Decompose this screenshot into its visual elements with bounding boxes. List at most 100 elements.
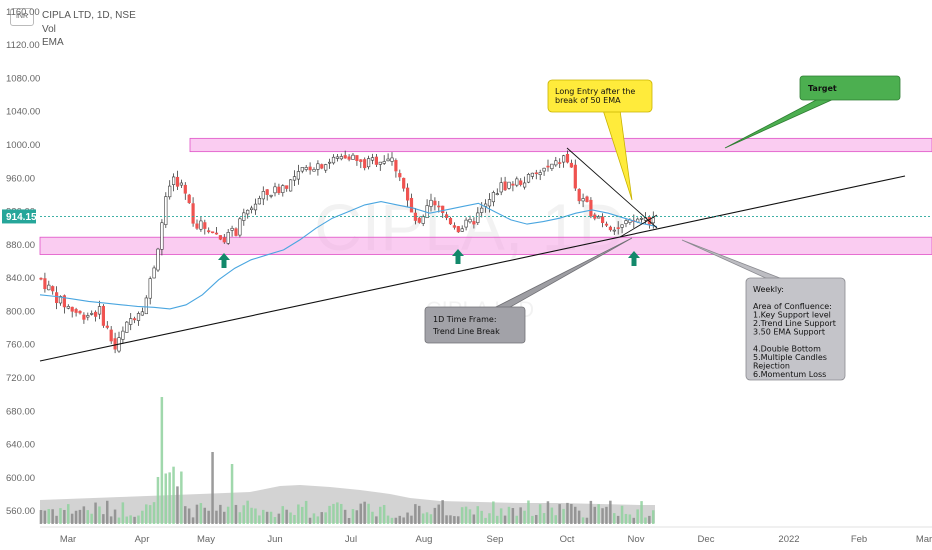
volume-bar — [382, 504, 386, 524]
price-tick-label: 800.00 — [6, 306, 35, 317]
candle-body — [94, 311, 98, 317]
candle-body — [366, 158, 371, 168]
timeframe-box — [424, 306, 526, 344]
volume-bar — [133, 516, 136, 524]
candle-body — [226, 232, 230, 244]
volume-bar — [168, 472, 171, 524]
volume-bar — [148, 505, 152, 524]
candle-body — [480, 207, 484, 213]
volume-bar — [394, 517, 398, 524]
candle-body — [101, 305, 105, 326]
weekly-box — [745, 277, 846, 381]
candle-body — [464, 219, 468, 228]
long-entry-pointer — [602, 109, 633, 201]
indicator-ema-label[interactable]: EMA — [42, 37, 64, 48]
candle-body — [522, 182, 527, 188]
volume-bar — [125, 516, 128, 524]
volume-bar — [106, 500, 109, 524]
volume-bar — [402, 517, 405, 524]
candle-body — [554, 160, 558, 166]
candle-body — [253, 203, 258, 211]
volume-bar — [316, 516, 320, 524]
indicator-vol-label[interactable]: Vol — [42, 24, 56, 35]
volume-bar — [207, 510, 210, 524]
volume-bar — [425, 512, 429, 524]
volume-bar — [476, 506, 479, 524]
volume-bar — [297, 504, 300, 524]
weekly-line: 4.Double Bottom — [753, 345, 821, 354]
volume-bar — [554, 515, 557, 524]
price-tick-label: 1120.00 — [6, 40, 40, 51]
resistance-zone — [189, 137, 932, 153]
volume-bar — [574, 506, 577, 524]
volume-bar — [597, 504, 600, 524]
volume-bar — [355, 510, 359, 524]
volume-bar — [488, 513, 491, 524]
up-arrow-icon — [218, 253, 230, 268]
volume-bar — [527, 500, 530, 524]
price-tick-label: 1000.00 — [6, 140, 40, 151]
volume-bar — [620, 505, 624, 524]
volume-bar — [343, 509, 347, 524]
price-tick-label: 640.00 — [6, 440, 35, 451]
time-tick-label: Nov — [628, 534, 645, 545]
candle-body — [511, 183, 515, 186]
candle-body — [113, 338, 117, 350]
volume-bar — [285, 509, 288, 524]
candle-body — [620, 224, 624, 228]
weekly-line: 6.Momentum Loss — [753, 370, 826, 379]
candle-body — [390, 157, 394, 162]
candle-body — [550, 163, 554, 169]
candle-body — [86, 315, 90, 318]
volume-bar — [464, 506, 468, 524]
candle-body — [125, 321, 129, 333]
volume-bar — [152, 502, 156, 524]
candle-body — [156, 248, 160, 271]
volume-bar — [269, 511, 273, 524]
candle-body — [507, 181, 511, 189]
lines-layer — [39, 147, 932, 362]
volume-bar — [258, 515, 261, 524]
volume-bar — [293, 514, 296, 524]
volume-bar — [195, 504, 199, 524]
currency-badge[interactable]: INR — [10, 8, 34, 26]
volume-bar — [121, 502, 125, 524]
candle-body — [265, 189, 269, 195]
candle-body — [47, 284, 51, 291]
trendline-support — [39, 175, 906, 362]
volume-bar — [336, 502, 339, 524]
volume-bar — [82, 506, 86, 524]
volume-bar — [562, 508, 565, 524]
candle-body — [374, 156, 379, 165]
candle-body — [526, 174, 531, 183]
target-box — [799, 75, 901, 101]
candle-body — [129, 318, 133, 325]
volume-bar — [379, 506, 382, 524]
volume-bar — [250, 507, 253, 524]
candle-body — [472, 221, 476, 225]
price-tick-label: 1080.00 — [6, 73, 40, 84]
candle-body — [339, 156, 343, 160]
candle-body — [285, 185, 289, 189]
volume-bar — [215, 510, 218, 524]
volume-bar — [347, 517, 351, 524]
candle-body — [144, 297, 148, 315]
weekly-line: 3.50 EMA Support — [753, 328, 825, 337]
candle-body — [519, 180, 523, 185]
candle-body — [234, 228, 238, 236]
candle-body — [203, 222, 207, 229]
candle-body — [304, 167, 308, 170]
time-tick-label: Jun — [267, 534, 282, 545]
candle-body — [78, 310, 82, 314]
candle-body — [359, 159, 363, 162]
price-tick-label: 840.00 — [6, 273, 35, 284]
volume-bar — [433, 507, 437, 524]
candle-body — [218, 235, 223, 240]
candle-body — [597, 216, 601, 219]
candle-body — [43, 278, 47, 290]
candle-body — [191, 203, 195, 224]
volume-bar — [648, 515, 651, 524]
candle-body — [54, 292, 59, 304]
time-tick-label: Sep — [487, 534, 504, 545]
